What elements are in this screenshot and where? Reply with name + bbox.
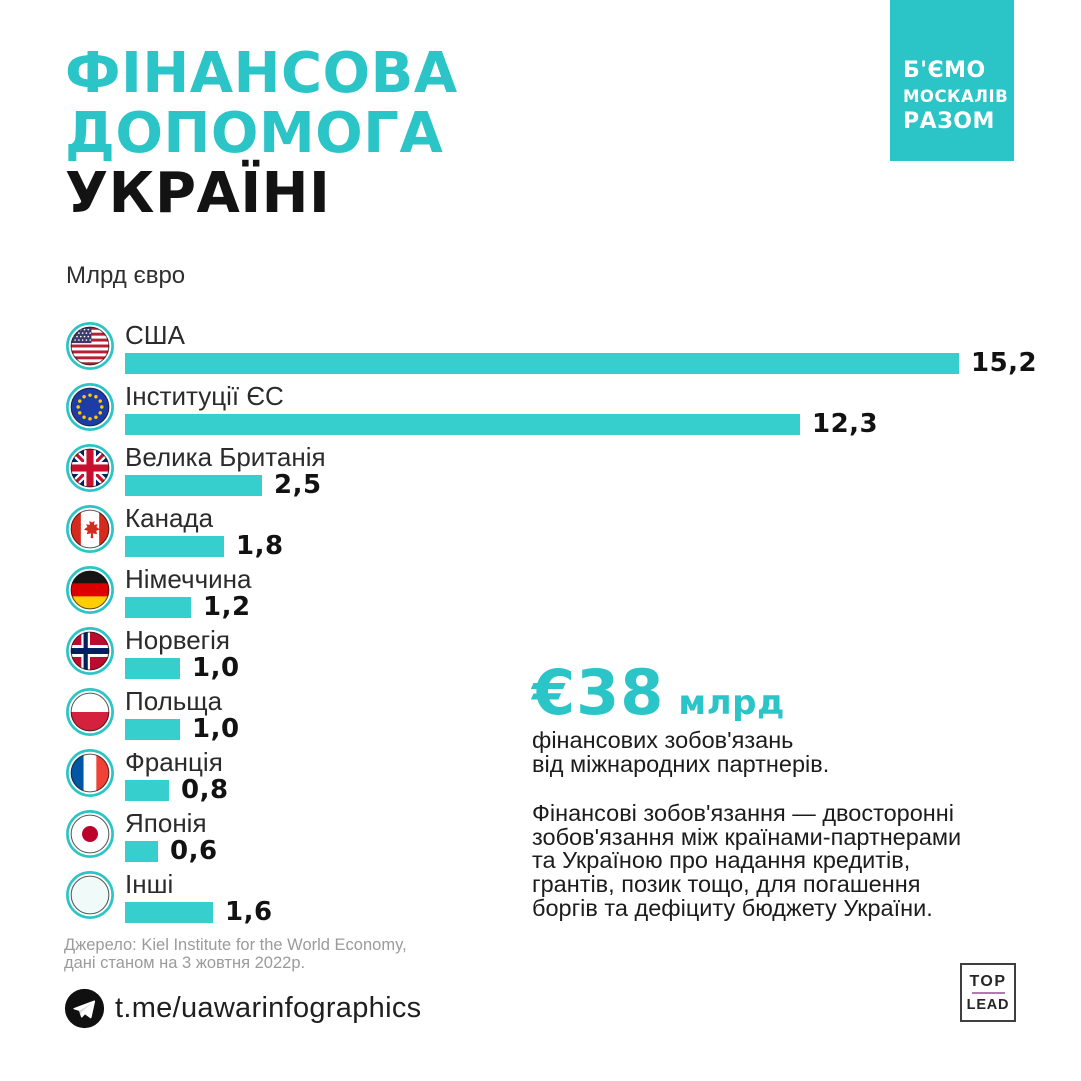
flag-norway-icon [66,627,114,675]
bar-line: 1,6 [125,897,273,927]
chart-row: Інші 1,6 [65,870,1037,931]
chart-row: США 15,2 [65,321,1037,382]
bar-line: 0,8 [125,775,229,805]
bar-line: 1,0 [125,653,240,683]
category-label: Норвегія [125,625,231,655]
title-line-1: ФІНАНСОВА [65,41,458,106]
category-label: Інші [125,869,174,899]
chart-row: Інституції ЄС 12,3 [65,382,1037,443]
chart-row-content: Велика Британія 2,5 [125,442,326,500]
badge-line-3: РАЗОМ [903,109,995,134]
value-bar [125,535,224,557]
bar-line: 1,0 [125,714,240,744]
bar-line: 12,3 [125,409,879,439]
flag-france-icon [66,749,114,797]
total-callout: €38 млрд фінансових зобов'язань від міжн… [532,660,1062,920]
chart-row-content: Польща 1,0 [125,686,240,744]
page-title: ФІНАНСОВА ДОПОМОГА УКРАЇНІ [65,44,458,224]
flag-canada-icon [66,505,114,553]
flag-usa-icon [66,322,114,370]
chart-row-content: Інституції ЄС 12,3 [125,381,879,439]
title-line-3: УКРАЇНІ [65,161,331,226]
chart-row-content: Канада 1,8 [125,503,284,561]
badge-line-2: МОСКАЛІВ [903,87,1009,106]
value-bar [125,840,158,862]
toplead-logo: TOP LEAD [960,963,1016,1022]
value-label: 1,0 [192,714,240,744]
chart-row: Канада 1,8 [65,504,1037,565]
category-label: Інституції ЄС [125,381,284,411]
bar-line: 0,6 [125,836,218,866]
chart-units-label: Млрд євро [66,262,186,289]
value-bar [125,779,169,801]
bar-line: 1,8 [125,531,284,561]
chart-row-content: США 15,2 [125,320,1038,378]
category-label: Франція [125,747,223,777]
source-line-1: Джерело: Kiel Institute for the World Ec… [64,936,407,954]
total-subtitle: фінансових зобов'язань від міжнародних п… [532,727,830,777]
toplead-logo-divider [971,992,1005,994]
title-line-2: ДОПОМОГА [65,101,444,166]
value-label: 12,3 [812,409,879,439]
chart-row: Велика Британія 2,5 [65,443,1037,504]
flag-germany-icon [66,566,114,614]
total-amount-row: €38 млрд [532,660,1062,726]
toplead-logo-top-text: TOP [969,972,1007,990]
flag-uk-icon [66,444,114,492]
source-line-2: дані станом на 3 жовтня 2022р. [64,953,306,972]
value-label: 1,0 [192,653,240,683]
category-label: Японія [125,808,207,838]
chart-row-content: Норвегія 1,0 [125,625,240,683]
category-label: Німеччина [125,564,252,594]
aid-bar-chart: США 15,2 Інституції ЄС 12,3 Велика Брита… [65,321,1037,931]
bar-line: 15,2 [125,348,1038,378]
value-bar [125,718,180,740]
bar-line: 1,2 [125,592,251,622]
category-label: Велика Британія [125,442,326,472]
value-bar [125,657,180,679]
chart-row-content: Японія 0,6 [125,808,218,866]
bar-line: 2,5 [125,470,326,500]
chart-row-content: Німеччина 1,2 [125,564,252,622]
value-label: 1,8 [236,531,284,561]
flag-eu-icon [66,383,114,431]
value-label: 0,6 [170,836,218,866]
chart-row: Німеччина 1,2 [65,565,1037,626]
total-amount: €38 [532,656,665,729]
chart-row: Норвегія 1,0 [65,626,1037,687]
chart-row-content: Франція 0,8 [125,747,229,805]
telegram-handle-link[interactable]: t.me/uawarinfographics [115,992,422,1024]
telegram-footer: t.me/uawarinfographics [64,988,421,1029]
chart-row: Польща 1,0 [65,687,1037,748]
category-label: Канада [125,503,214,533]
chart-row: Японія 0,6 [65,809,1037,870]
telegram-icon [64,988,105,1029]
value-bar [125,413,800,435]
category-label: Польща [125,686,223,716]
flag-japan-icon [66,810,114,858]
value-label: 2,5 [274,470,322,500]
definition-paragraph: Фінансові зобов'язання — двосторонні зоб… [532,800,962,921]
value-label: 1,2 [203,592,251,622]
chart-row: Франція 0,8 [65,748,1037,809]
chart-row-content: Інші 1,6 [125,869,273,927]
campaign-badge: Б'ЄМО МОСКАЛІВ РАЗОМ [890,0,1014,161]
toplead-logo-bottom-text: LEAD [966,996,1010,1013]
value-bar [125,352,959,374]
flag-others-icon [66,871,114,919]
value-label: 15,2 [971,348,1038,378]
category-label: США [125,320,185,350]
source-note: Джерело: Kiel Institute for the World Ec… [64,936,407,972]
badge-line-1: Б'ЄМО [903,58,986,83]
flag-poland-icon [66,688,114,736]
value-label: 0,8 [181,775,229,805]
value-label: 1,6 [225,897,273,927]
value-bar [125,901,213,923]
value-bar [125,596,191,618]
value-bar [125,474,262,496]
total-amount-unit: млрд [678,683,785,723]
